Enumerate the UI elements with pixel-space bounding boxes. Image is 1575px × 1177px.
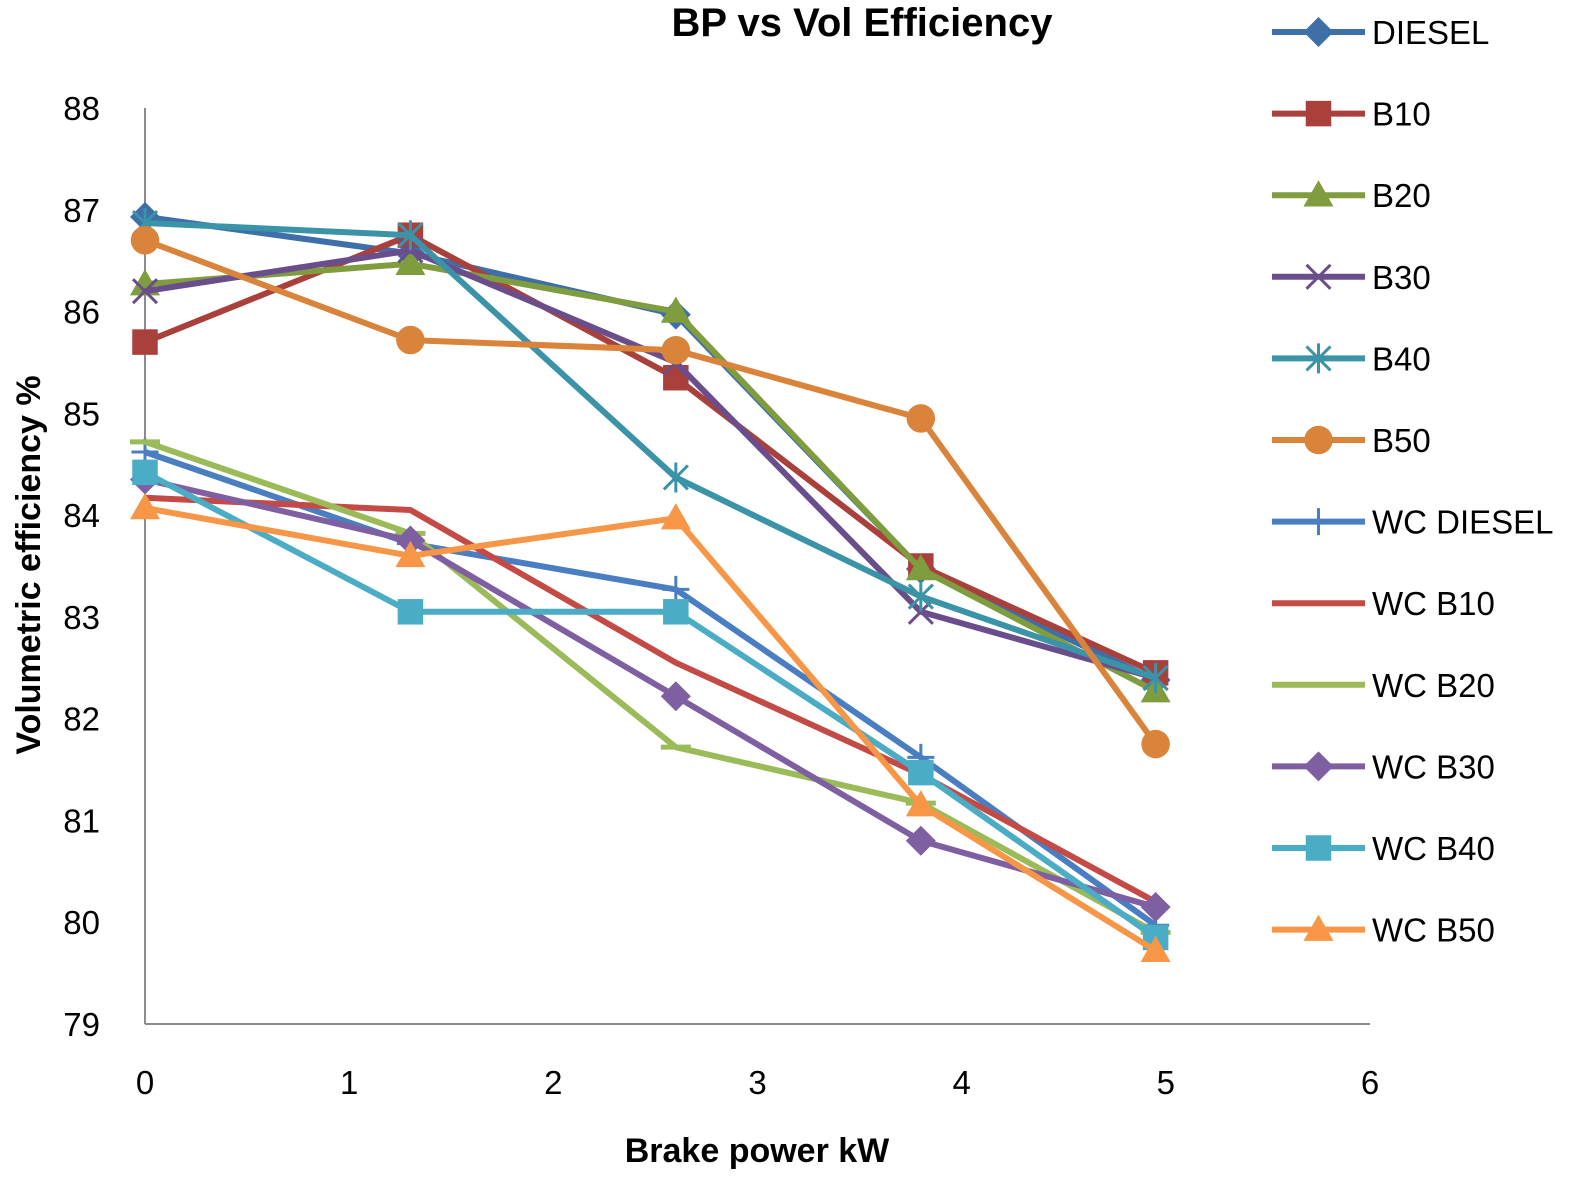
data-point	[660, 296, 691, 323]
x-tick-label: 2	[544, 1064, 562, 1101]
legend-label: DIESEL	[1372, 14, 1489, 51]
chart-title: BP vs Vol Efficiency	[672, 1, 1054, 45]
legend-marker	[1303, 914, 1334, 941]
legend-item: B30	[1272, 259, 1431, 296]
legend-marker	[1305, 263, 1332, 290]
legend-label: B30	[1372, 259, 1431, 296]
tick-labels: 79 80 81 82 83 84 85 86 87 88 0 1 2 3 4 5 6	[63, 90, 1379, 1101]
x-tick-label: 3	[748, 1064, 766, 1101]
series-b50	[130, 226, 1170, 759]
y-axis-label: Volumetric efficiency %	[10, 375, 48, 754]
series-b20	[130, 248, 1171, 703]
legend-marker	[1305, 343, 1332, 374]
series-wc-b50	[130, 492, 1171, 962]
y-tick-label: 81	[63, 802, 100, 839]
data-point	[660, 503, 691, 530]
legend-label: WC B40	[1372, 830, 1495, 867]
legend-label: B50	[1372, 422, 1431, 459]
data-point	[130, 492, 160, 520]
y-tick-label: 80	[63, 904, 100, 941]
legend-marker	[1304, 425, 1333, 455]
data-point	[906, 404, 936, 433]
data-point	[662, 575, 690, 603]
x-tick-label: 5	[1157, 1064, 1175, 1101]
legend-label: B10	[1372, 96, 1431, 133]
data-point	[395, 248, 426, 275]
legend-marker	[1303, 17, 1334, 47]
x-tick-label: 0	[136, 1064, 154, 1101]
data-point	[395, 540, 426, 568]
x-tick-label: 4	[952, 1064, 970, 1101]
data-point	[395, 525, 426, 556]
legend-label: WC B30	[1372, 748, 1495, 785]
legend-item: WC DIESEL	[1272, 504, 1554, 541]
data-point	[131, 278, 159, 305]
x-tick-label: 1	[340, 1064, 358, 1101]
data-point	[130, 226, 160, 255]
legend-item: B40	[1272, 340, 1431, 377]
data-point	[1140, 935, 1171, 962]
data-point	[662, 462, 689, 493]
legend-marker	[1305, 508, 1332, 536]
legend: DIESEL B10 B20 B30 B40 B50 WC DIESEL WC B10 WC B…	[1272, 14, 1554, 949]
series-b40	[131, 208, 1169, 693]
series-wc-b40	[132, 459, 1169, 951]
legend-label: B20	[1372, 177, 1431, 214]
data-point	[905, 790, 936, 817]
y-tick-label: 87	[63, 192, 100, 229]
y-tick-label: 82	[63, 701, 100, 738]
y-tick-label: 88	[63, 90, 100, 127]
data-point	[132, 329, 158, 355]
data-point	[905, 825, 936, 856]
data-point	[907, 581, 934, 612]
series-line	[144, 476, 1157, 910]
series-wc-b10	[144, 494, 1158, 905]
legend-item: WC B30	[1272, 748, 1495, 785]
y-tick-label: 79	[63, 1006, 100, 1043]
series-line	[144, 494, 1158, 905]
legend-item: B50	[1272, 422, 1431, 459]
legend-label: WC DIESEL	[1372, 504, 1554, 541]
legend-item: WC B10	[1272, 585, 1495, 622]
legend-label: WC B20	[1372, 667, 1495, 704]
legend-item: WC B40	[1272, 830, 1495, 867]
data-point	[663, 599, 689, 625]
legend-item: DIESEL	[1272, 14, 1489, 51]
legend-item: WC B50	[1272, 912, 1495, 949]
legend-item: WC B20	[1272, 667, 1495, 704]
legend-item: B20	[1272, 177, 1431, 214]
x-tick-label: 6	[1361, 1064, 1379, 1101]
data-point	[397, 220, 424, 251]
legend-item: B10	[1272, 96, 1431, 133]
x-axis-label: Brake power kW	[625, 1132, 890, 1170]
data-point	[905, 554, 936, 581]
legend-label: WC B10	[1372, 585, 1495, 622]
legend-marker	[1303, 180, 1334, 207]
legend-marker	[1305, 100, 1332, 127]
data-point	[132, 459, 158, 486]
axes	[144, 108, 1370, 1025]
data-point	[908, 759, 934, 786]
y-tick-label: 84	[63, 497, 100, 534]
data-point	[1142, 662, 1169, 693]
data-point	[661, 335, 691, 365]
legend-marker	[1303, 751, 1334, 782]
y-tick-label: 83	[63, 599, 100, 636]
data-point	[397, 599, 424, 625]
y-tick-label: 85	[63, 395, 100, 432]
series-wc-b20	[130, 438, 1171, 936]
data-point	[396, 325, 425, 355]
legend-label: WC B50	[1372, 912, 1495, 949]
legend-marker	[1305, 835, 1332, 861]
y-tick-label: 86	[63, 294, 100, 331]
data-point	[1140, 891, 1171, 922]
data-point	[1141, 729, 1170, 759]
legend-label: B40	[1372, 340, 1431, 377]
series-group	[130, 201, 1171, 962]
series-line	[143, 469, 1158, 940]
data-point	[660, 681, 691, 712]
